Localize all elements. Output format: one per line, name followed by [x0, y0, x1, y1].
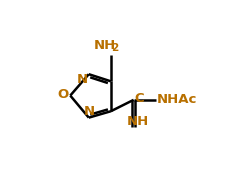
Text: N: N [77, 73, 88, 86]
Text: O: O [58, 88, 69, 101]
Text: C: C [134, 92, 144, 105]
Text: NH: NH [94, 39, 116, 52]
Text: N: N [84, 105, 95, 118]
Text: 2: 2 [111, 43, 118, 53]
Text: NH: NH [127, 115, 149, 128]
Text: NHAc: NHAc [157, 93, 198, 106]
